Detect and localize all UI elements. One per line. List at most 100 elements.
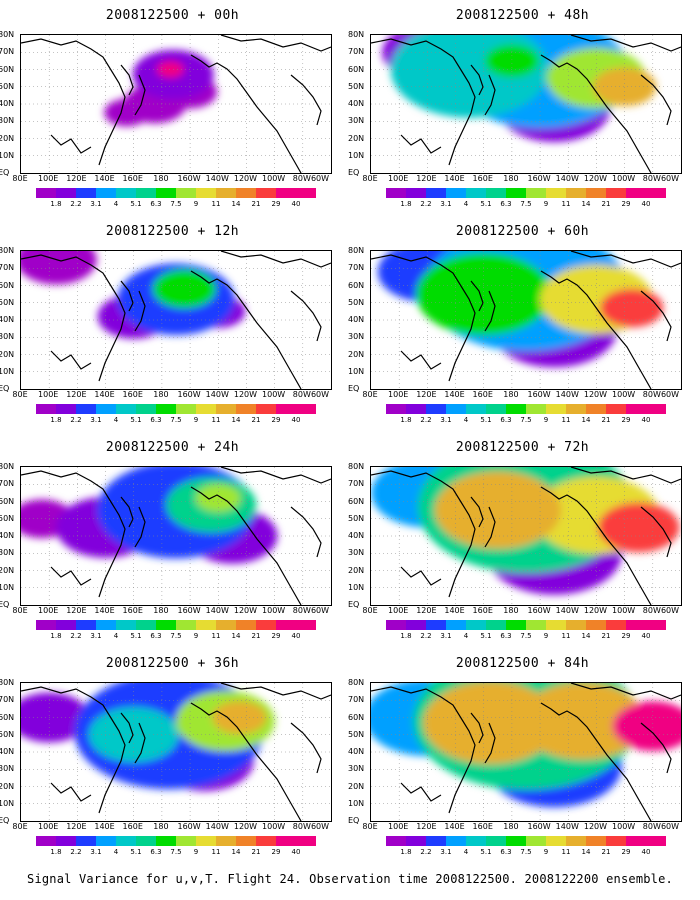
lon-tick-label: 140W: [555, 822, 579, 831]
lat-tick-label: EQ: [348, 384, 360, 393]
colorbar-swatch: [566, 188, 586, 198]
lon-tick-label: 120E: [66, 174, 87, 183]
coastline: [120, 64, 134, 96]
colorbar-swatch: [486, 404, 506, 414]
lon-tick-label: 160E: [122, 606, 143, 615]
lat-tick-label: 80N: [0, 462, 15, 471]
lon-tick-label: 180: [503, 174, 519, 183]
colorbar-swatch: [296, 404, 316, 414]
lat-tick-label: 30N: [0, 332, 15, 342]
colorbar-label: 4: [113, 200, 119, 208]
lon-tick-label: 100E: [388, 390, 409, 399]
lat-tick-label: 20N: [348, 349, 365, 359]
colorbar-label: 2.2: [420, 200, 432, 208]
colorbar-label: 11: [211, 200, 221, 208]
lon-tick-label: 160W: [177, 606, 201, 615]
lat-tick-label: 80N: [348, 462, 365, 471]
colorbar: [36, 836, 316, 846]
lat-tick-label: 10N: [0, 366, 15, 376]
colorbar-label: 29: [621, 848, 631, 856]
colorbar-swatch: [56, 188, 76, 198]
coastline: [290, 722, 322, 774]
lat-tick-label: 60N: [348, 712, 365, 722]
coastline: [484, 74, 496, 116]
coastline: [640, 290, 672, 342]
lat-tick-label: 10N: [348, 798, 365, 808]
lat-tick-label: 50N: [0, 297, 15, 307]
lon-tick-label: 180: [503, 390, 519, 399]
colorbar-label: 3.1: [440, 416, 452, 424]
lon-tick-label: 120W: [233, 822, 258, 831]
lon-tick-label: 100E: [38, 606, 59, 615]
colorbar-swatch: [466, 404, 486, 414]
variance-blob: [484, 44, 539, 78]
lat-tick-label: 60N: [0, 496, 15, 506]
colorbar-label: 2.2: [70, 200, 82, 208]
colorbar-label: 5.1: [130, 416, 142, 424]
colorbar-swatch: [526, 188, 546, 198]
colorbar-swatch: [506, 188, 526, 198]
lat-tick-label: 80N: [348, 30, 365, 39]
lon-tick-label: 120W: [233, 174, 258, 183]
colorbar-labels: 1.8 2.2 3.1 4 5.1 6.3 7.5 9 11 14 21 29 40: [386, 416, 666, 426]
coastline: [470, 712, 484, 744]
lat-tick-label: 30N: [348, 116, 365, 126]
colorbar: [386, 404, 666, 414]
lat-tick-label: 30N: [348, 332, 365, 342]
colorbar-label: 4: [463, 416, 469, 424]
colorbar-label: 3.1: [440, 848, 452, 856]
colorbar-label: 1.8: [400, 848, 412, 856]
colorbar-label: 21: [601, 632, 611, 640]
variance-field: [371, 683, 681, 821]
colorbar-swatch: [156, 404, 176, 414]
coastline: [290, 290, 322, 342]
colorbar: [36, 404, 316, 414]
coastline: [540, 702, 652, 821]
colorbar-label: 5.1: [480, 416, 492, 424]
variance-blob: [21, 692, 90, 743]
lon-tick-label: 140W: [205, 606, 229, 615]
lon-tick-label: 80W: [642, 822, 661, 831]
colorbar-label: 21: [601, 200, 611, 208]
colorbar-label: 40: [291, 632, 301, 640]
colorbar-swatch: [96, 620, 116, 630]
colorbar-swatch: [196, 188, 216, 198]
lon-tick-label: 180: [153, 606, 169, 615]
coastline: [540, 486, 652, 605]
lon-tick-label: 140W: [205, 822, 229, 831]
colorbar-swatch: [236, 404, 256, 414]
lon-tick-label: 100E: [38, 822, 59, 831]
lat-tick-label: 60N: [0, 280, 15, 290]
lon-tick-label: 160W: [527, 606, 551, 615]
variance-blob: [195, 484, 241, 512]
coastline: [50, 566, 92, 586]
coastline: [290, 74, 322, 126]
lon-tick-label: 120E: [66, 390, 87, 399]
colorbar-swatch: [506, 404, 526, 414]
lat-tick-label: 80N: [0, 30, 15, 39]
lat-tick-label: EQ: [0, 384, 10, 393]
colorbar-label: 40: [641, 632, 651, 640]
colorbar: [36, 620, 316, 630]
colorbar-swatch: [116, 836, 136, 846]
colorbar-swatch: [76, 620, 96, 630]
colorbar-label: 29: [271, 848, 281, 856]
colorbar-swatch: [136, 836, 156, 846]
colorbar-label: 11: [561, 848, 571, 856]
colorbar-swatch: [116, 404, 136, 414]
lon-tick-label: 60W: [310, 174, 330, 183]
lon-tick-label: 140E: [94, 390, 115, 399]
colorbar-label: 2.2: [70, 632, 82, 640]
colorbar-labels: 1.8 2.2 3.1 4 5.1 6.3 7.5 9 11 14 21 29 40: [36, 200, 316, 210]
lon-tick-label: 140W: [205, 174, 229, 183]
lat-tick-label: 40N: [348, 531, 365, 540]
lat-tick-label: 30N: [348, 764, 365, 774]
lon-tick-label: 140W: [205, 390, 229, 399]
colorbar-labels: 1.8 2.2 3.1 4 5.1 6.3 7.5 9 11 14 21 29 40: [386, 200, 666, 210]
colorbar-swatch: [296, 188, 316, 198]
coastline: [21, 254, 126, 382]
map-panel: 2008122500 + 84h 80N 70N 60N 50N 40N 30N 20N 10N…: [348, 648, 695, 868]
lat-tick-label: 40N: [0, 747, 15, 756]
lon-tick-label: 120E: [416, 822, 437, 831]
lat-tick-label: 50N: [0, 81, 15, 91]
